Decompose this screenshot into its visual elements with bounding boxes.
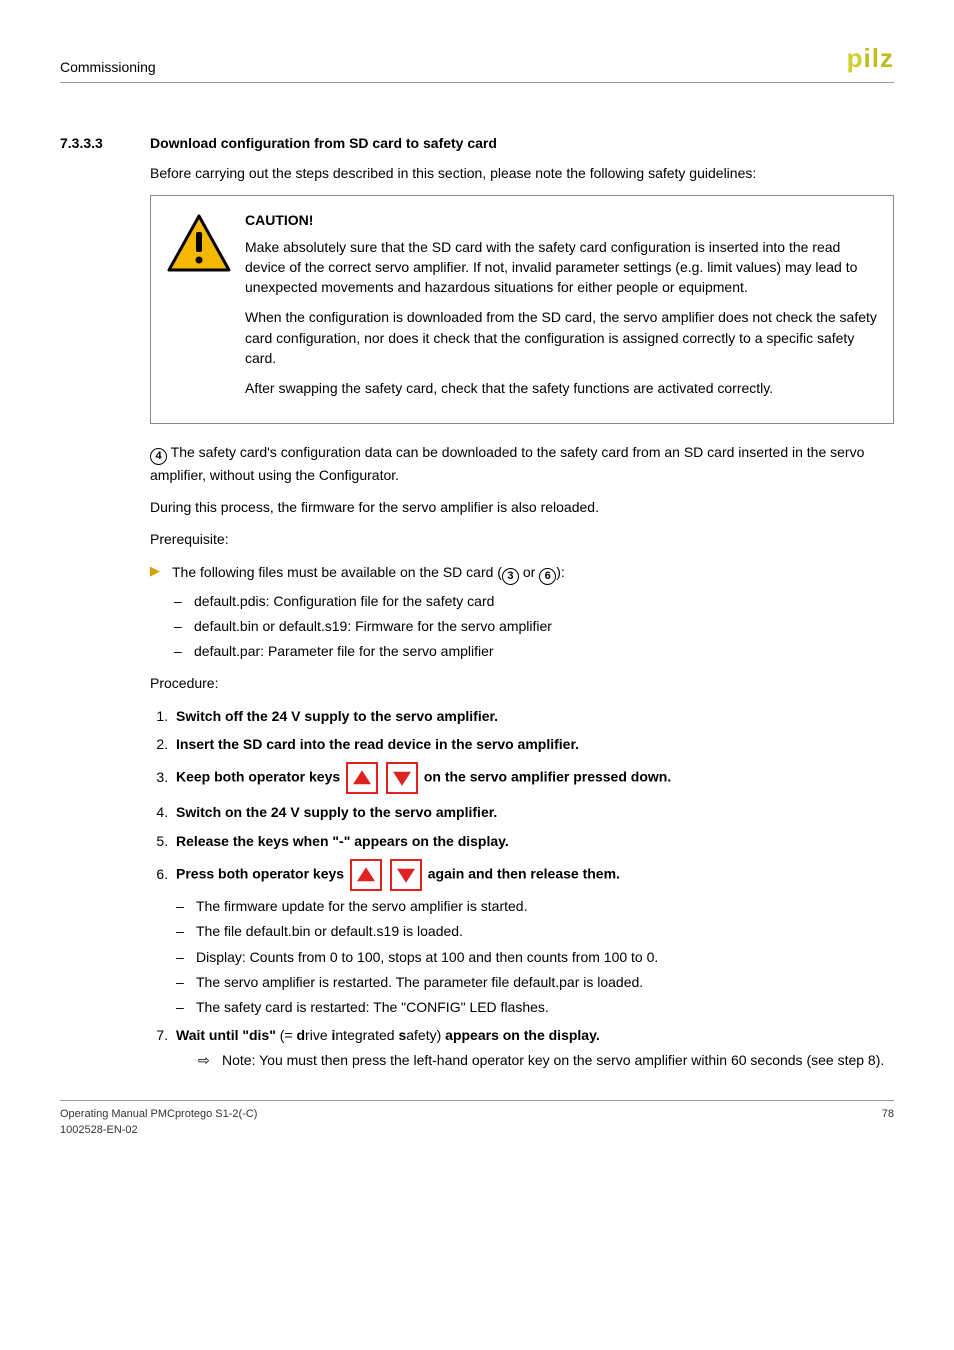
prerequisite-label: Prerequisite: (150, 529, 894, 549)
arrow-icon: ⇨ (198, 1050, 222, 1070)
file-item: –default.par: Parameter file for the ser… (174, 641, 894, 661)
prereq-bullet: ▶ The following files must be available … (150, 562, 894, 585)
circ4-paragraph: 4 The safety card's configuration data c… (150, 442, 894, 485)
file-item: –default.pdis: Configuration file for th… (174, 591, 894, 611)
step-3: Keep both operator keys on the servo amp… (172, 762, 894, 794)
step-2: Insert the SD card into the read device … (172, 734, 894, 754)
step-6: Press both operator keys again and then … (172, 859, 894, 1017)
substep: –Display: Counts from 0 to 100, stops at… (176, 947, 894, 967)
caution-icon (167, 210, 245, 408)
content-body: 7.3.3.3 Download configuration from SD c… (150, 133, 894, 1070)
page-footer: Operating Manual PMCprotego S1-2(-C) 100… (60, 1100, 894, 1139)
step-7-note: ⇨ Note: You must then press the left-han… (198, 1050, 894, 1070)
step-4: Switch on the 24 V supply to the servo a… (172, 802, 894, 822)
caution-p3: After swapping the safety card, check th… (245, 378, 877, 398)
substep: –The file default.bin or default.s19 is … (176, 921, 894, 941)
key-down-icon (390, 859, 422, 891)
footer-left: Operating Manual PMCprotego S1-2(-C) 100… (60, 1107, 257, 1139)
section-heading: 7.3.3.3 Download configuration from SD c… (150, 133, 894, 153)
substep: –The firmware update for the servo ampli… (176, 896, 894, 916)
caution-p2: When the configuration is downloaded fro… (245, 307, 877, 368)
logo: pilz (847, 40, 894, 78)
step-5: Release the keys when "-" appears on the… (172, 831, 894, 851)
circled-6-icon: 6 (539, 568, 556, 585)
step-7: Wait until "dis" (= drive integrated saf… (172, 1025, 894, 1070)
key-up-icon (346, 762, 378, 794)
key-up-icon (350, 859, 382, 891)
section-title: Download configuration from SD card to s… (150, 133, 497, 153)
step-1: Switch off the 24 V supply to the servo … (172, 706, 894, 726)
circled-3-icon: 3 (502, 568, 519, 585)
key-down-icon (386, 762, 418, 794)
bullet-icon: ▶ (150, 562, 172, 585)
page-header: Commissioning pilz (60, 40, 894, 83)
page-number: 78 (882, 1107, 894, 1139)
intro-paragraph: Before carrying out the steps described … (150, 163, 894, 183)
caution-box: CAUTION! Make absolutely sure that the S… (150, 195, 894, 423)
prereq-bullet-text: The following files must be available on… (172, 562, 894, 585)
procedure-list: Switch off the 24 V supply to the servo … (172, 706, 894, 1070)
caution-p1: Make absolutely sure that the SD card wi… (245, 237, 877, 298)
header-section-label: Commissioning (60, 57, 156, 77)
file-item: –default.bin or default.s19: Firmware fo… (174, 616, 894, 636)
substep: –The safety card is restarted: The "CONF… (176, 997, 894, 1017)
caution-body: CAUTION! Make absolutely sure that the S… (245, 210, 877, 408)
circled-4-icon: 4 (150, 448, 167, 465)
firmware-paragraph: During this process, the firmware for th… (150, 497, 894, 517)
caution-title: CAUTION! (245, 210, 877, 230)
section-number: 7.3.3.3 (60, 133, 150, 153)
substep: –The servo amplifier is restarted. The p… (176, 972, 894, 992)
procedure-label: Procedure: (150, 673, 894, 693)
